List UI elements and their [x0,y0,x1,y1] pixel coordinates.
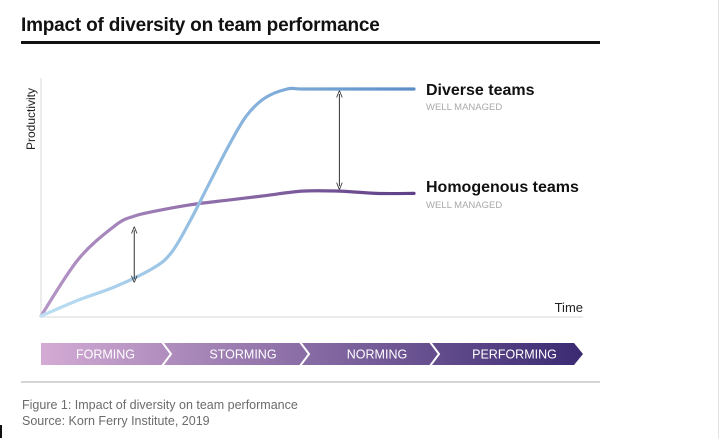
chart-title: Impact of diversity on team performance [21,15,380,36]
stage-label-norming: NORMING [347,348,407,362]
series-line-diverse-teams [39,86,416,318]
x-axis-label: Time [555,300,583,315]
series-layer [39,86,416,318]
stage-label-forming: FORMING [76,348,135,362]
stage-divider-chevron [299,341,311,367]
series-sublabel-homogenous: WELL MANAGED [426,200,502,211]
stage-label-storming: STORMING [209,348,276,362]
title-rule [21,41,600,44]
stage-label-performing: PERFORMING [472,348,557,362]
stage-divider-chevron [429,341,441,367]
annotation-layer [134,94,339,279]
source-caption: Source: Korn Ferry Institute, 2019 [22,414,210,428]
figure-caption: Figure 1: Impact of diversity on team pe… [22,398,298,412]
stage-divider-chevron [161,341,173,367]
series-label-diverse: Diverse teams [426,82,535,99]
series-label-homogenous: Homogenous teams [426,179,579,196]
axes: Productivity Time [24,78,583,318]
stage-bar: FORMING STORMING NORMING PERFORMING [41,341,583,367]
y-axis-label: Productivity [24,88,38,150]
page-edge [718,0,719,438]
series-sublabel-diverse: WELL MANAGED [426,102,502,113]
stage-bar-fill [41,343,583,365]
text-cursor [0,425,2,438]
series-labels: Diverse teams WELL MANAGED Homogenous te… [426,82,579,211]
series-line-homogenous-teams [39,189,416,318]
